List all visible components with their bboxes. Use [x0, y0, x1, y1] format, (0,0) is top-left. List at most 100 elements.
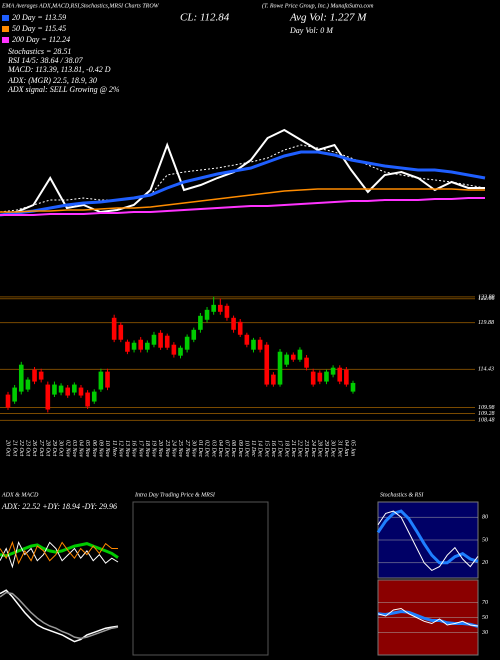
x-tick-label: 20 Oct — [5, 440, 11, 456]
x-tick-label: 28 Oct — [44, 440, 50, 456]
candle-body — [25, 379, 31, 390]
candle-body — [191, 329, 197, 340]
candle-body — [317, 372, 323, 382]
candle-body — [257, 339, 263, 350]
x-tick-label: 20 Nov — [157, 440, 163, 458]
candle-body — [105, 371, 110, 388]
candle-body — [45, 384, 51, 410]
candle-body — [65, 387, 71, 396]
x-tick-label: 28 Dec — [316, 440, 322, 457]
series-line — [377, 609, 479, 628]
x-tick-label: 16 Nov — [131, 440, 137, 458]
x-tick-label: 27 Nov — [184, 440, 190, 458]
series-line — [376, 509, 479, 565]
candle-body — [284, 354, 289, 365]
x-tick-label: 02 Dec — [204, 440, 210, 457]
series-line — [0, 197, 485, 216]
y-tick-label: 70 — [482, 600, 488, 606]
x-tick-label: 29 Dec — [323, 440, 329, 457]
candle-body — [158, 332, 163, 348]
stochastics-value: Stochastics = 28.51 — [8, 47, 71, 56]
x-tick-label: 04 Jan — [343, 440, 350, 456]
adx-value: ADX: (MGR) 22.5, 18.9, 30 — [7, 76, 97, 85]
x-tick-label: 25 Nov — [177, 440, 183, 458]
x-tick-label: 23 Oct — [25, 440, 31, 456]
legend-entry: 50 Day = 115.45 — [12, 24, 66, 33]
series-line — [0, 540, 118, 565]
x-tick-label: 17 Nov — [137, 440, 143, 458]
series-line — [0, 150, 486, 217]
x-tick-label: 10 Nov — [104, 440, 110, 458]
candle-body — [118, 324, 124, 340]
y-tick-label: 119.88 — [478, 320, 494, 326]
x-tick-label: 31 Dec — [336, 439, 342, 457]
series-line — [377, 510, 479, 572]
x-tick-label: 10 Dec — [243, 440, 249, 457]
candle-body — [204, 309, 210, 320]
x-tick-label: 09 Nov — [98, 440, 104, 458]
candle-body — [290, 354, 296, 360]
series-line — [0, 542, 119, 559]
adx-signal: ADX signal: SELL Growing @ 2% — [7, 85, 120, 94]
candle-body — [271, 374, 276, 385]
legend-entry: 200 Day = 112.24 — [12, 35, 70, 44]
x-tick-label: 29 Oct — [51, 440, 57, 456]
legend-swatch — [2, 26, 9, 32]
candle-body — [304, 357, 309, 368]
y-tick-label: 20 — [482, 560, 488, 566]
close-price: CL: 112.84 — [180, 12, 230, 24]
x-tick-label: 08 Dec — [230, 440, 236, 457]
candle-body — [178, 347, 183, 356]
x-tick-label: 22 Oct — [18, 440, 24, 456]
x-tick-label: 02 Nov — [64, 440, 70, 458]
y-tick-label: 114.43 — [478, 366, 494, 373]
candle-body — [218, 304, 223, 312]
candle-body — [85, 392, 90, 407]
x-tick-label: 05 Jan — [350, 440, 356, 456]
candle-body — [12, 387, 17, 402]
candle-body — [145, 342, 150, 350]
panel-subtitle: ADX: 22.52 +DY: 18.94 -DY: 29.96 — [1, 502, 117, 511]
candle-body — [38, 371, 44, 380]
candle-body — [231, 317, 236, 330]
macd-value: MACD: 113.39, 113.81, -0.42 D — [7, 65, 111, 74]
panel-border — [132, 501, 269, 656]
series-line — [0, 540, 119, 569]
x-tick-label: 14 Dec — [257, 440, 264, 457]
y-tick-label: 50 — [482, 537, 488, 543]
candle-body — [91, 391, 97, 402]
candle-body — [32, 369, 37, 382]
candle-body — [98, 371, 104, 390]
series-line — [0, 589, 119, 643]
x-tick-label: 30 Dec — [330, 439, 336, 457]
x-tick-label: 22 Dec — [297, 440, 303, 457]
candle-body — [337, 367, 343, 382]
candle-body — [330, 367, 336, 375]
candle-body — [58, 385, 64, 393]
panel-title: Intra Day Trading Price & MRSI — [134, 492, 216, 498]
candle-body — [52, 384, 57, 395]
x-tick-label: 05 Nov — [84, 440, 90, 458]
x-tick-label: 18 Dec — [283, 440, 289, 457]
day-volume: Day Vol: 0 M — [289, 26, 334, 35]
candle-body — [344, 369, 349, 385]
candle-body — [72, 384, 77, 393]
candle-body — [111, 317, 117, 340]
y-tick-label: 30 — [481, 630, 488, 636]
candle-body — [277, 351, 283, 385]
y-tick-label: 80 — [482, 515, 488, 521]
x-tick-label: 09 Dec — [237, 440, 243, 457]
candle-body — [297, 349, 303, 360]
x-tick-label: 15 Dec — [263, 440, 269, 457]
candle-body — [224, 305, 230, 318]
avg-volume: Avg Vol: 1.227 M — [289, 12, 367, 24]
y-tick-label: 122.88 — [478, 294, 495, 300]
x-tick-label: 18 Nov — [144, 440, 150, 458]
candle-body — [324, 371, 329, 382]
y-tick-label: 50 — [482, 615, 488, 621]
x-tick-label: 23 Dec — [303, 440, 309, 457]
x-tick-label: 04 Dec — [217, 440, 224, 457]
series-line — [377, 607, 479, 627]
candle-body — [350, 382, 356, 392]
